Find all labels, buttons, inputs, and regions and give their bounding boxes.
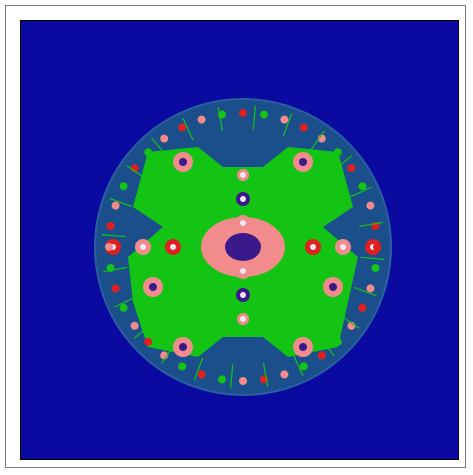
fractal-fringe-bulb [160, 134, 169, 143]
fractal-cluster-center [149, 283, 157, 291]
fractal-fringe-bulb [119, 303, 128, 312]
fractal-spike [126, 165, 147, 180]
fractal-spike [151, 137, 168, 157]
fractal-spine-dot [240, 292, 246, 298]
fractal-canvas[interactable] [20, 20, 459, 460]
fractal-fringe-bulb [218, 375, 226, 384]
fractal-spike [109, 197, 133, 208]
viewer-frame [5, 5, 466, 468]
fractal-fringe-bulb [317, 351, 326, 360]
fractal-spike [262, 363, 269, 387]
fractal-arm-dot [170, 244, 176, 250]
fractal-fringe-bulb [239, 109, 247, 117]
fractal-fringe-bulb [130, 321, 139, 330]
fractal-fringe-bulb [280, 115, 289, 124]
fractal-fringe-bulb [178, 362, 187, 371]
fractal-fringe-bulb [333, 337, 342, 346]
fractal-fringe-bulb [119, 182, 128, 191]
fractal-fringe-bulb [106, 222, 115, 230]
fractal-fringe-bulb [358, 303, 367, 312]
fractal-cluster-center [179, 158, 187, 166]
fractal-fringe-bulb [299, 123, 308, 132]
fractal-cluster-center [179, 343, 187, 351]
fractal-fringe-bulb [371, 264, 380, 272]
fractal-arm-dot [310, 244, 316, 250]
fractal-fringe-bulb [197, 370, 206, 379]
fractal-fringe-bulb [144, 148, 153, 157]
fractal-spike [349, 186, 372, 198]
fractal-spike [360, 256, 385, 260]
fractal-spine-dot [240, 172, 246, 178]
fractal-fringe-bulb [105, 243, 113, 251]
fractal-fringe-bulb [260, 110, 268, 119]
fractal-fringe-bulb [333, 148, 342, 157]
fractal-disk-edge [94, 98, 392, 396]
fractal-cluster-center [329, 283, 337, 291]
fractal-image [21, 21, 458, 459]
fractal-spike [103, 266, 127, 273]
fractal-spike [339, 314, 360, 329]
fractal-fringe-bulb [299, 362, 308, 371]
fractal-spike [353, 286, 377, 297]
fractal-arm-dot [340, 244, 346, 250]
fractal-spike [282, 113, 293, 137]
fractal-spine-dot [240, 220, 246, 226]
fractal-fringe-bulb [111, 284, 120, 293]
fractal-core-center [225, 233, 261, 261]
fractal-spike [230, 364, 234, 389]
fractal-spine-dot [240, 196, 246, 202]
fractal-fringe-bulb [366, 201, 375, 210]
fractal-fringe-bulb [373, 243, 381, 251]
fractal-spike [333, 155, 353, 172]
fractal-fringe-bulb [366, 284, 375, 293]
fractal-fringe-bulb [347, 164, 356, 173]
fractal-spike [193, 357, 204, 381]
fractal-spike [359, 221, 383, 228]
fractal-fringe-bulb [239, 377, 247, 385]
fractal-spine-dot [240, 316, 246, 322]
fractal-cluster-center [299, 343, 307, 351]
fractal-fringe-bulb [178, 123, 187, 132]
fractal-spike [292, 353, 304, 376]
fractal-fringe-bulb [144, 337, 153, 346]
fractal-fringe-bulb [358, 182, 367, 191]
fractal-spike [101, 234, 126, 238]
fractal-spike [217, 107, 224, 131]
fractal-fringe-bulb [111, 201, 120, 210]
fractal-spike [182, 118, 194, 141]
fractal-spike [318, 337, 335, 357]
fractal-cluster-center [299, 158, 307, 166]
fractal-spine-dot [240, 268, 246, 274]
fractal-fringe-bulb [280, 370, 289, 379]
fractal-spike [133, 322, 153, 339]
fractal-spike [252, 105, 256, 130]
fractal-fringe-bulb [197, 115, 206, 124]
fractal-arm-dot [140, 244, 146, 250]
fractal-spike [114, 296, 137, 308]
fractal-spike [310, 130, 325, 151]
